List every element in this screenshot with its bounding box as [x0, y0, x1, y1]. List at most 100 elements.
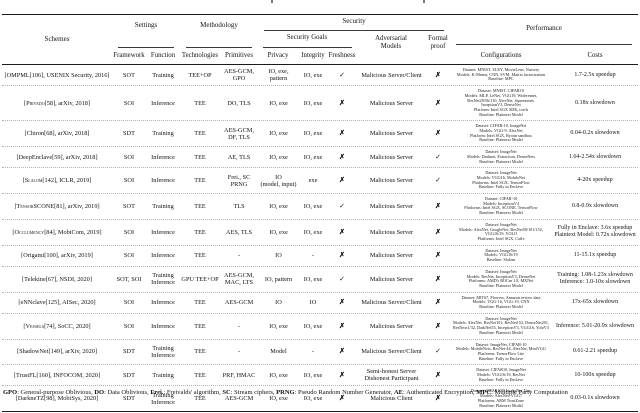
cell-scheme-citation[interactable]: [DeepEnclave [59], arXiv, 2018] [16, 153, 98, 161]
rule-security [264, 30, 444, 31]
column-header-costs: Costs [587, 52, 603, 59]
cell-formal-proof: ✗ [435, 394, 441, 403]
rule-settings [118, 47, 174, 48]
cell-scheme-citation[interactable]: [Telekine [67], NSDI, 2020] [22, 275, 92, 283]
cell-freshness: ✗ [339, 152, 345, 161]
configuration-line: Dataset: CIFAR-10 [484, 196, 518, 202]
configuration-line: Models: Darknet, Extraction, DenseNets [466, 153, 536, 159]
cell-integrity: IO, exe [303, 153, 323, 161]
table-row: [Slalom [142], ICLR, 2019] SOI Inference TE… [2, 167, 638, 193]
cell-scheme-citation[interactable]: [DarkneTZ [98], MobiSys, 2020] [15, 395, 99, 403]
cell-configurations: Dataset: CIFAR-10, ImageNet Models: VGG-9… [450, 124, 552, 143]
column-header-technologies: Technologies [181, 52, 219, 59]
cell-primitives: TLS [233, 202, 245, 210]
table-body: [OMPML [106], USENIX Security, 2016] SOT T… [2, 65, 638, 413]
cell-integrity: IO, exe [303, 371, 323, 379]
footnote-term: Frei. [150, 389, 164, 396]
cell-integrity: IO, exe [303, 202, 323, 210]
cell-freshness: ✗ [339, 227, 345, 236]
cell-adversarial-models: Malicious Server/Client [361, 348, 422, 356]
cell-privacy: IO, exe [269, 322, 288, 330]
cell-framework: SOI [123, 252, 135, 260]
cell-configurations: Dataset: CIFAR100, ImageNet Tiny Models: … [450, 389, 552, 408]
cell-scheme-citation[interactable]: [Origami [100], arXiv, 2019] [21, 252, 93, 260]
cell-adversarial-models: Malicious Server [369, 153, 414, 161]
cell-primitives: AES-GCM [224, 299, 254, 307]
cell-configurations: Dataset: CIFAR10, ImageNet Models: VGG16/… [450, 368, 552, 382]
cell-privacy: IO, exe [269, 228, 288, 236]
table-row: [OMPML [106], USENIX Security, 2016] SOT T… [2, 65, 638, 85]
cost-line: Training: 1.08-1.23x slowdown [557, 272, 633, 279]
cell-scheme-citation[interactable]: [Slalom [142], ICLR, 2019] [22, 177, 92, 185]
cell-scheme-citation[interactable]: [TensorSCONE [81], arXiv, 2019] [14, 202, 100, 210]
column-header-configurations: Configurations [480, 52, 522, 59]
cell-adversarial-models: Malicious Server [369, 275, 414, 283]
table-row: [Chiron [68], arXiv, 2018] SDT Training TEE… [2, 120, 638, 146]
scheme-name: eNNclave [20, 299, 46, 307]
cell-formal-proof: ✗ [435, 70, 441, 79]
configuration-line: Models: AlexNet, ResNet101, ResNet152, D… [452, 320, 550, 326]
configuration-line: Dataset: ImageNet [485, 315, 517, 321]
cost-line: Inference: 1.0-10x slowdown [559, 279, 631, 286]
table-row: [Telekine [67], NSDI, 2020] SOT, SOI Train… [2, 265, 638, 292]
cell-scheme-citation[interactable]: [Chiron [68], arXiv, 2018] [24, 130, 90, 138]
cell-scheme-citation[interactable]: [Privado [58], arXiv, 2018] [23, 99, 91, 107]
column-header-primitives: Primitives [225, 52, 253, 59]
cell-adversarial-models: Malicious Server/Client [361, 299, 422, 307]
cell-integrity: IO, exe [303, 395, 323, 403]
cell-technologies: GPU TEE+OP [181, 275, 219, 283]
configuration-line: Dataset: ImageNet, CIFAR-10 [475, 341, 527, 347]
cell-privacy: IO, exe [269, 371, 288, 379]
cost-line: 17x-65x slowdown [571, 299, 619, 306]
scheme-name: ShadowNet [19, 348, 49, 356]
cell-primitives: DO, TLS [227, 99, 251, 107]
configuration-line: Baseline: Plaintext Model [479, 137, 523, 143]
cell-primitives: AES-GCM, GPO [224, 68, 254, 83]
cell-formal-proof: ✗ [435, 298, 441, 307]
cell-integrity: exe [308, 177, 318, 185]
configuration-line: Models: VGG16, MobileNet [476, 174, 526, 180]
configuration-line: Models: VGG-9, AlexNet [479, 128, 523, 134]
cell-adversarial-models: Malicious Client [370, 395, 413, 403]
cost-line: 11-15.1x speedup [573, 252, 617, 259]
scheme-name: TrustFL [16, 371, 37, 379]
comparison-table: Schemes Settings Methodology Security Pe… [2, 14, 638, 413]
cell-scheme-citation[interactable]: [OMPML [106], USENIX Security, 2016] [4, 71, 110, 79]
cost-line: 0.04-0.2x slowdown [570, 130, 620, 137]
configuration-line: Baseline: Slalom [486, 257, 516, 263]
cell-privacy: IO (model, input) [260, 173, 297, 188]
configuration-line: Baseline: Fully in Enclave [478, 355, 524, 361]
cost-line: 1.7-2.5x speedup [574, 71, 616, 78]
cell-technologies: TEE [194, 299, 206, 307]
column-header-schemes: Schemes [44, 35, 70, 43]
cell-primitives: - [237, 348, 241, 356]
scheme-name: Occlumency [14, 228, 45, 236]
cell-privacy: IO, exe [269, 395, 288, 403]
cell-freshness: ✗ [339, 98, 345, 107]
cell-function: Training Inference [151, 272, 175, 287]
cell-scheme-citation[interactable]: [ShadowNet [149], arXiv, 2020] [16, 348, 98, 356]
cell-adversarial-models: Semi-honest Server Dishonest Participant [364, 368, 419, 383]
configuration-line: Models: InceptionV4 [483, 200, 519, 206]
cell-primitives: AES-GCM, DF, TLS [224, 126, 254, 141]
configuration-line: Baseline: Plaintext Model [479, 304, 523, 310]
cell-framework: SOT [123, 202, 135, 210]
cell-scheme-citation[interactable]: [Vessels [74], SoCC, 2020] [23, 322, 91, 330]
cell-scheme-citation[interactable]: [Occlumency [84], MobiCom, 2019] [12, 228, 102, 236]
cell-freshness: ✗ [339, 298, 345, 307]
table-row: [Occlumency [84], MobiCom, 2019] SOI Infer… [2, 218, 638, 245]
configuration-line: Dataset: ImageNet [485, 170, 517, 176]
table-row: [DeepEnclave [59], arXiv, 2018] SOI Infere… [2, 146, 638, 167]
configuration-line: Platform: Intel SGX SDK, torch [473, 106, 529, 112]
cell-scheme-citation[interactable]: [TrustFL [160], INFOCOM, 2020] [13, 371, 101, 379]
cell-privacy: IO, exe [269, 99, 288, 107]
cell-function: Training [152, 202, 174, 210]
configuration-line: Baseline: MPC [488, 76, 514, 82]
configuration-line: Baseline: Plaintext Model [479, 111, 523, 117]
cell-formal-proof: ✗ [435, 227, 441, 236]
configuration-line: Dataset: ImageNet [485, 268, 517, 274]
cell-scheme-citation[interactable]: [eNNclave [125], AISec, 2020] [18, 299, 96, 307]
caption-fragment [423, 0, 425, 3]
cell-privacy: IO [275, 252, 282, 260]
cell-technologies: TEE [194, 153, 206, 161]
